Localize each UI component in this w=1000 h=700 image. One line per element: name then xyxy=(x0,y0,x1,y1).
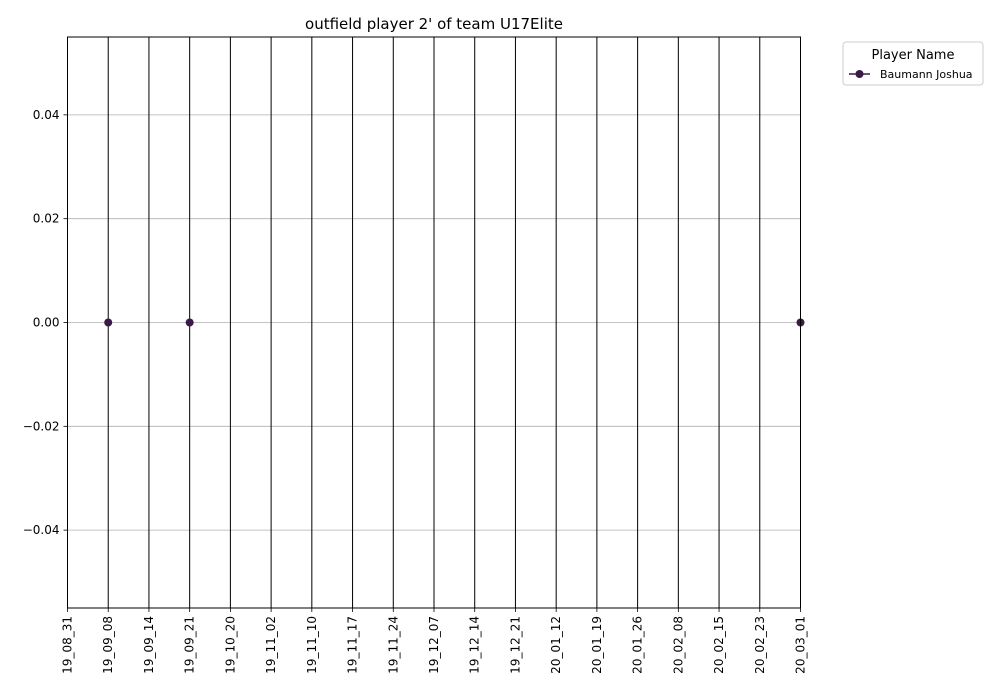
x-tick-label: 20_02_08 xyxy=(671,616,685,674)
x-tick-label: 19_11_02 xyxy=(264,616,278,674)
data-point xyxy=(185,318,194,327)
x-tick-label: 20_01_26 xyxy=(631,616,645,674)
x-tick-label: 19_11_24 xyxy=(386,616,400,674)
y-tick-label: 0.00 xyxy=(33,316,60,330)
legend-entries: Baumann Joshua xyxy=(849,68,973,81)
x-tick-label: 19_11_10 xyxy=(305,616,319,674)
legend-box xyxy=(842,41,984,86)
x-tick-label: 19_10_20 xyxy=(223,616,237,674)
x-tick-label: 19_11_17 xyxy=(346,616,360,674)
y-tick-label: 0.04 xyxy=(33,108,60,122)
x-tick-label: 19_08_31 xyxy=(61,616,75,674)
chart-title: outfield player 2' of team U17Elite xyxy=(305,15,563,33)
x-tick-label: 19_09_21 xyxy=(183,616,197,674)
legend-entry-label: Baumann Joshua xyxy=(880,68,973,81)
plot-frame xyxy=(67,36,801,609)
x-tick-label: 20_01_12 xyxy=(549,616,563,674)
y-tick-label: −0.02 xyxy=(23,419,60,433)
y-tick-label: 0.02 xyxy=(33,212,60,226)
x-tick-label: 20_01_19 xyxy=(590,616,604,674)
legend-title: Player Name xyxy=(872,48,955,63)
x-tick-label: 19_09_14 xyxy=(142,616,156,674)
x-tick-label: 19_12_21 xyxy=(508,616,522,674)
x-tick-label: 20_02_23 xyxy=(753,616,767,674)
x-tick-label: 20_02_15 xyxy=(712,616,726,674)
y-tick-label: −0.04 xyxy=(23,523,60,537)
y-axis-ticks: −0.04 −0.02 0.00 0.02 0.04 xyxy=(23,108,68,537)
legend-marker xyxy=(855,70,864,78)
data-point xyxy=(104,318,113,327)
legend: Player Name Baumann Joshua xyxy=(842,41,984,86)
x-tick-label: 19_12_07 xyxy=(427,616,441,674)
x-axis-ticks: 19_08_31 19_09_08 19_09_14 19_09_21 19_10_20… xyxy=(61,608,808,674)
x-tick-label: 19_12_14 xyxy=(468,616,482,674)
x-tick-label: 19_09_08 xyxy=(101,616,115,674)
x-tick-label: 20_03_01 xyxy=(794,616,808,674)
